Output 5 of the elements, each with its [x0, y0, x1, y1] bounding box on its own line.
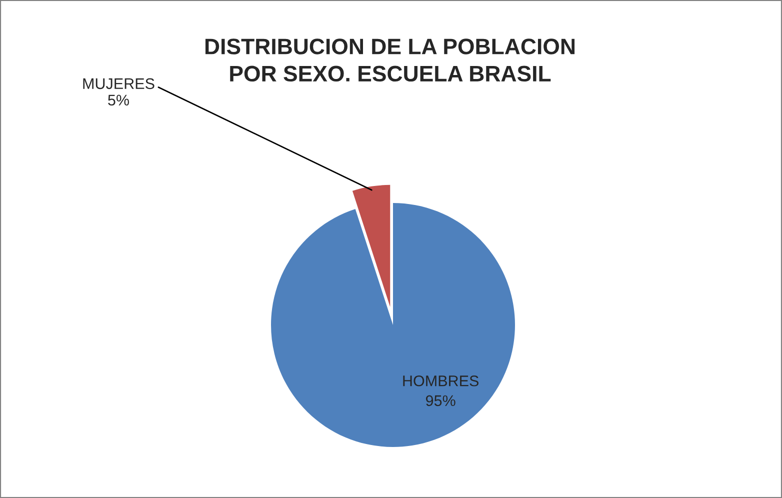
chart-title: DISTRIBUCION DE LA POBLACION POR SEXO. ESCUELA BRASIL [205, 38, 575, 82]
slice-label: HOMBRES [403, 375, 478, 386]
slice-label: MUJERES [83, 78, 154, 90]
data-label: 95% [426, 395, 456, 406]
data-label: 5% [108, 94, 129, 106]
